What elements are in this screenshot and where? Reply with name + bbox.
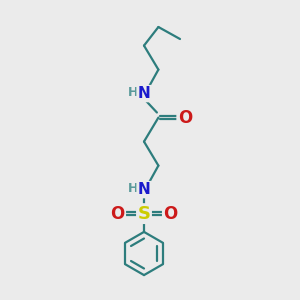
Text: S: S (137, 205, 151, 223)
Text: O: O (178, 109, 192, 127)
Text: N: N (138, 182, 150, 197)
Text: H: H (128, 182, 139, 195)
Text: O: O (110, 205, 125, 223)
Text: O: O (163, 205, 178, 223)
Text: N: N (138, 86, 150, 101)
Text: H: H (128, 85, 139, 99)
